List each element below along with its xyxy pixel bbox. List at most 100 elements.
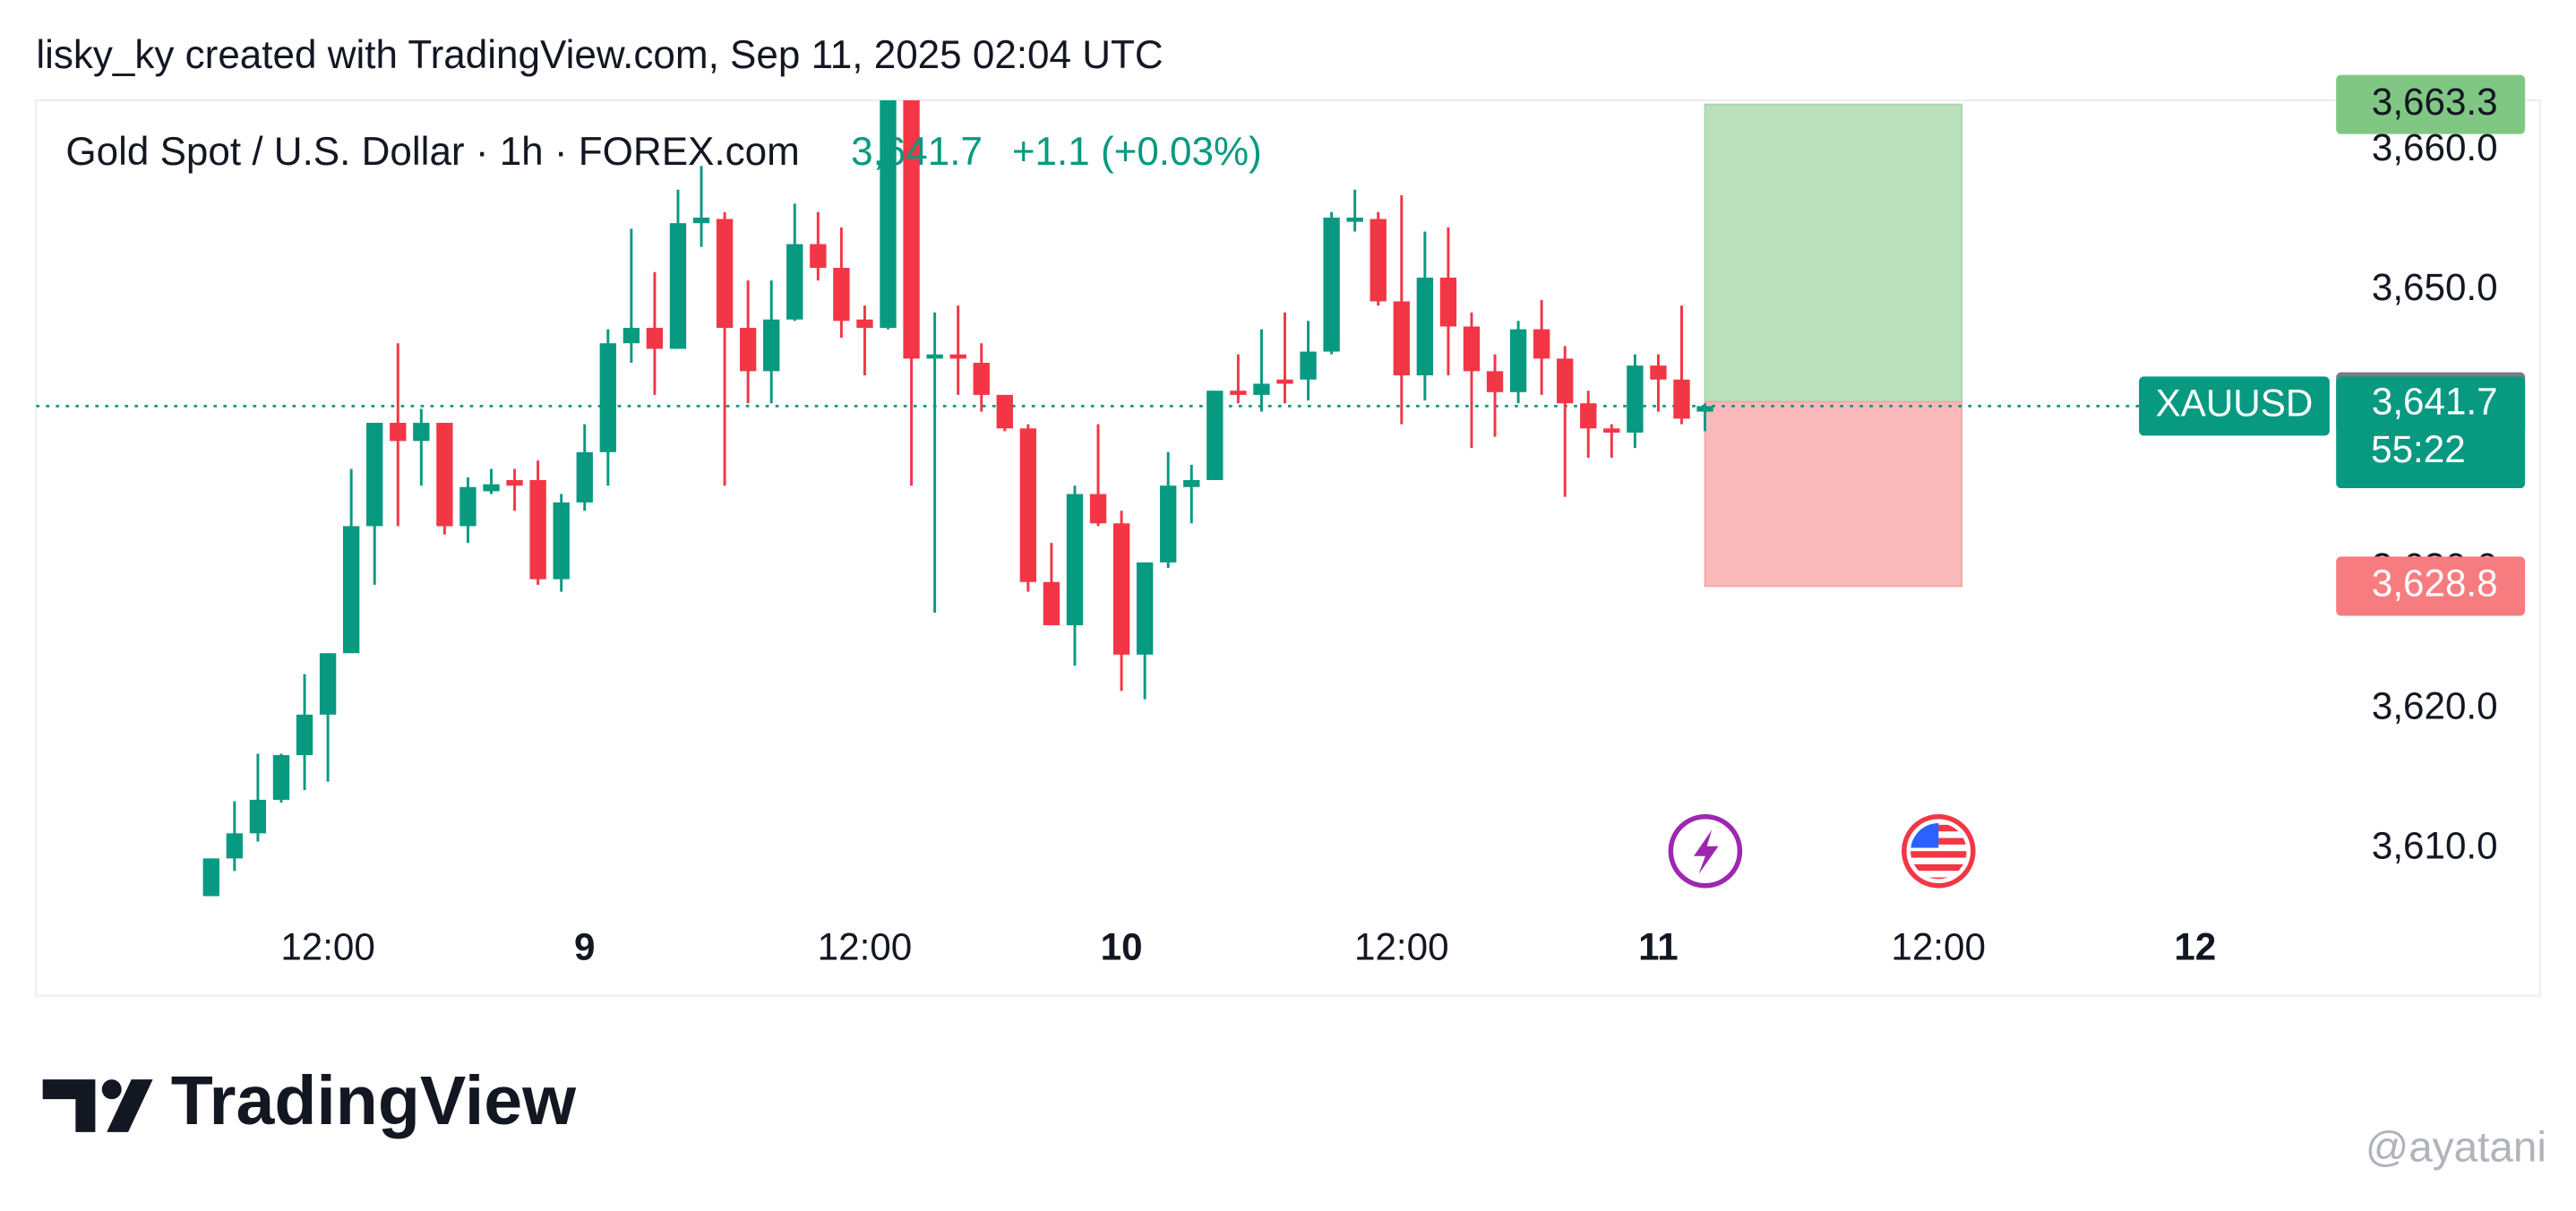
candle-body — [646, 328, 664, 349]
candle-body — [1089, 494, 1107, 524]
candle-body — [1230, 391, 1247, 395]
candle-body — [459, 486, 477, 527]
candle-body — [1183, 479, 1200, 487]
candle-body — [1696, 406, 1713, 412]
x-tick-label: 12:00 — [280, 925, 375, 967]
candle-body — [1439, 277, 1457, 327]
candle-body — [1509, 329, 1527, 392]
candle-body — [880, 99, 897, 329]
candle-body — [390, 423, 407, 442]
x-tick-label: 12:00 — [1354, 925, 1449, 967]
candle-body — [1206, 391, 1224, 480]
x-tick-label: 10 — [1101, 925, 1143, 967]
event-icon[interactable] — [1902, 813, 1976, 889]
stop-zone — [1704, 400, 1963, 588]
candle-body — [692, 217, 710, 224]
symbol-label: XAUUSD — [2156, 382, 2314, 424]
candle-body — [833, 268, 850, 322]
candle-body — [1136, 562, 1154, 655]
y-tick-label: 3,620.0 — [2372, 685, 2498, 727]
candle-body — [226, 833, 244, 859]
y-tick-label: 3,650.0 — [2372, 266, 2498, 308]
symbol-badge — [2139, 376, 2330, 436]
candle-body — [949, 354, 966, 359]
candle-body — [973, 363, 990, 395]
candle-body — [716, 219, 734, 329]
candle-body — [1557, 358, 1574, 404]
candle-body — [996, 394, 1013, 429]
logo-text: TradingView — [171, 1062, 577, 1139]
candle-body — [1346, 217, 1363, 222]
candle-body — [1253, 383, 1270, 395]
candle-body — [1370, 219, 1387, 302]
y-tick-label: 3,610.0 — [2372, 825, 2498, 867]
candle-body — [576, 451, 593, 502]
candle-body — [553, 502, 570, 580]
stop-badge — [2336, 556, 2526, 616]
candle-body — [763, 319, 780, 372]
candle-body — [319, 653, 337, 715]
candle-body — [810, 244, 827, 269]
price-change: +1.1 (+0.03%) — [1012, 130, 1262, 174]
symbol-title: Gold Spot / U.S. Dollar · 1h · FOREX.com — [65, 130, 799, 174]
watermark: @ayatani — [2366, 1124, 2546, 1172]
candle-body — [903, 99, 920, 359]
candle-body — [1463, 326, 1481, 372]
candle-body — [1112, 523, 1130, 655]
candle-body — [1627, 365, 1644, 433]
candle-body — [1416, 277, 1434, 376]
candle-body — [1486, 371, 1504, 392]
candle-body — [202, 858, 219, 897]
last-price: 3,641.7 — [851, 130, 983, 174]
candle-body — [1650, 365, 1667, 380]
current-price-label: 3,641.7 — [2372, 381, 2498, 423]
candle-body — [856, 319, 873, 329]
candle-body — [926, 354, 943, 359]
candle-body — [272, 755, 290, 800]
candle-body — [786, 244, 803, 320]
candle-body — [1300, 351, 1317, 380]
candle-body — [413, 423, 430, 442]
candle-body — [1673, 379, 1690, 419]
candle-body — [296, 714, 313, 756]
candle-body — [599, 343, 616, 452]
current-price-badge — [2336, 376, 2526, 489]
candle-body — [1066, 494, 1084, 626]
target-badge — [2336, 74, 2526, 134]
candle-body — [1533, 329, 1550, 359]
axis-layer: 3,610.03,620.03,630.03,650.03,660.012:00… — [280, 74, 2526, 967]
candle-body — [506, 479, 523, 486]
candle-body — [366, 423, 383, 527]
candle-body — [342, 526, 360, 654]
x-tick-label: 9 — [574, 925, 595, 967]
x-tick-label: 12:00 — [818, 925, 913, 967]
candle-body — [669, 223, 687, 349]
candle-body — [1160, 485, 1177, 563]
candle-body — [436, 423, 453, 527]
candle-body — [249, 799, 267, 834]
stop-label: 3,628.8 — [2372, 563, 2498, 605]
candle-layer — [202, 99, 1713, 897]
x-tick-label: 12:00 — [1891, 925, 1986, 967]
credit: lisky_ky created with TradingView.com, S… — [36, 33, 1163, 77]
event-icon[interactable] — [1668, 813, 1743, 889]
candle-body — [1019, 428, 1037, 582]
candle-body — [1043, 581, 1060, 626]
chart-frame — [35, 99, 2541, 997]
candle-body — [529, 479, 546, 580]
candle-body — [1603, 428, 1620, 433]
candle-body — [623, 328, 640, 344]
x-tick-label: 12 — [2174, 925, 2216, 967]
candle-body — [483, 484, 500, 492]
logo-mark — [42, 1079, 153, 1132]
position-layer — [36, 103, 2333, 588]
candle-body — [1580, 403, 1597, 429]
candle-body — [739, 328, 757, 372]
candle-body — [1323, 217, 1340, 352]
candle-body — [1393, 301, 1410, 376]
countdown: 55:22 — [2371, 428, 2466, 470]
target-zone — [1704, 103, 1963, 403]
x-tick-label: 11 — [1638, 925, 1679, 967]
